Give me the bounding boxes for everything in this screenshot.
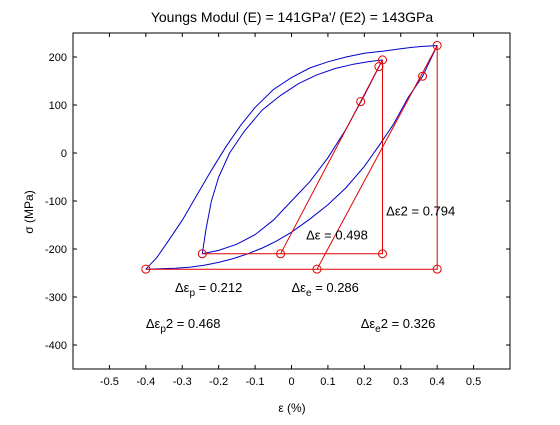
data-marker bbox=[418, 71, 428, 81]
hysteresis-curve-3 bbox=[202, 59, 383, 255]
hysteresis-curve-0 bbox=[145, 45, 438, 270]
data-marker bbox=[432, 264, 442, 274]
y-tick-label: 0 bbox=[61, 148, 67, 160]
x-tick-label: 0.3 bbox=[393, 376, 408, 388]
y-axis-label: σ (MPa) bbox=[22, 190, 36, 233]
annotation-dee: Δεe = 0.286 bbox=[292, 280, 359, 299]
y-tick-label: -400 bbox=[45, 340, 67, 352]
y-tick-label: 100 bbox=[49, 100, 67, 112]
x-tick-label: -0.4 bbox=[136, 376, 155, 388]
y-tick-label: -200 bbox=[45, 244, 67, 256]
x-tick-label: 0.1 bbox=[320, 376, 335, 388]
data-marker bbox=[378, 55, 388, 65]
data-marker bbox=[197, 249, 207, 259]
chart-title: Youngs Modul (E) = 141GPa'/ (E2) = 143GP… bbox=[151, 9, 434, 25]
y-tick-label: 200 bbox=[49, 52, 67, 64]
tick-group: -0.5 -0.4 -0.3 -0.2 -0.1 0 0.1 0.2 0.3 0.4 0.5 200 1… bbox=[45, 33, 510, 388]
data-marker bbox=[312, 264, 322, 274]
construction-line-4 bbox=[145, 45, 438, 270]
construction-line-7 bbox=[280, 59, 383, 255]
x-tick-label: 0 bbox=[288, 376, 294, 388]
data-marker bbox=[356, 97, 366, 107]
data-marker bbox=[374, 62, 384, 72]
construction-line-6 bbox=[202, 59, 383, 255]
data-marker bbox=[432, 40, 442, 50]
data-marker bbox=[141, 264, 151, 274]
x-tick-label: -0.3 bbox=[173, 376, 192, 388]
hysteresis-curve-1 bbox=[145, 45, 438, 270]
x-axis-label: ε (%) bbox=[278, 401, 305, 415]
data-marker bbox=[378, 249, 388, 259]
hysteresis-curve-2 bbox=[201, 59, 383, 254]
x-tick-label: 0.4 bbox=[430, 376, 445, 388]
annotation-de: Δε = 0.498 bbox=[306, 227, 368, 242]
annotation-group: Δε2 = 0.794 Δε = 0.498 Δεp = 0.212 Δεe = 0.… bbox=[146, 203, 455, 335]
y-tick-label: -300 bbox=[45, 292, 67, 304]
annotation-dee2: Δεe2 = 0.326 bbox=[361, 316, 436, 335]
y-tick-label: -100 bbox=[45, 196, 67, 208]
marker-group bbox=[141, 40, 442, 274]
x-tick-label: 0.2 bbox=[357, 376, 372, 388]
annotation-dep2: Δεp2 = 0.468 bbox=[146, 316, 221, 335]
series-group bbox=[145, 45, 438, 270]
annotation-de2: Δε2 = 0.794 bbox=[386, 203, 455, 218]
x-tick-label: 0.5 bbox=[466, 376, 481, 388]
x-tick-label: -0.5 bbox=[100, 376, 119, 388]
data-marker bbox=[276, 249, 286, 259]
x-tick-label: -0.1 bbox=[246, 376, 265, 388]
annotation-dep: Δεp = 0.212 bbox=[175, 280, 242, 299]
construction-line-5 bbox=[316, 45, 438, 270]
x-tick-label: -0.2 bbox=[209, 376, 228, 388]
